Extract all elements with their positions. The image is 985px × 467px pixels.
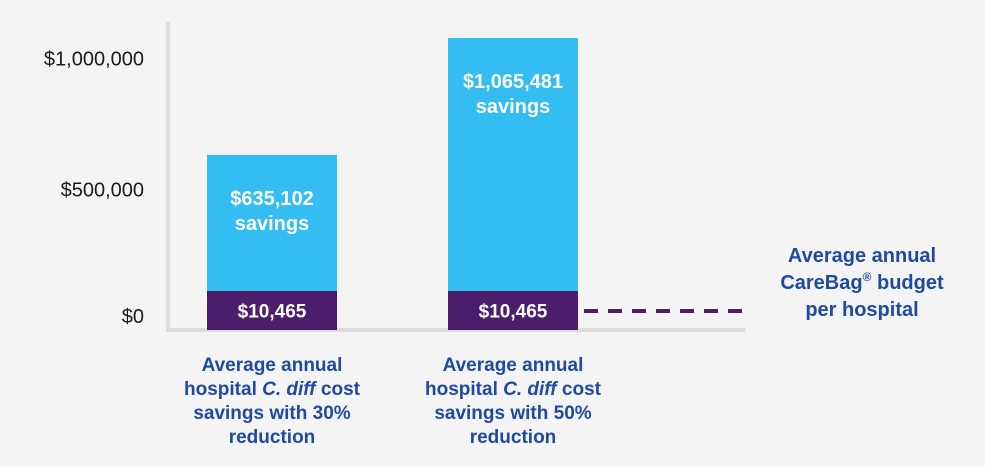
y-tick-label: $0 <box>122 306 144 328</box>
y-tick-label: $500,000 <box>61 179 144 201</box>
bar-segment <box>207 154 337 291</box>
category-label: savings with 30% <box>193 403 350 424</box>
category-label: Average annual <box>202 355 343 376</box>
bar-data-label: savings <box>476 96 550 118</box>
bar-data-label: savings <box>235 213 309 235</box>
bar-data-label: $1,065,481 <box>463 71 563 93</box>
budget-annotation: CareBag® budget <box>780 270 944 294</box>
bar-segment <box>448 291 578 330</box>
bar-data-label: $635,102 <box>230 188 313 210</box>
category-label: reduction <box>470 427 557 448</box>
category-label: savings with 50% <box>434 403 591 424</box>
category-label: hospital C. diff cost <box>184 379 361 400</box>
category-label: hospital C. diff cost <box>425 379 602 400</box>
bar-segment <box>207 291 337 330</box>
budget-annotation: Average annual <box>788 245 936 267</box>
budget-annotation: per hospital <box>805 299 918 321</box>
category-label: reduction <box>229 427 316 448</box>
category-label: Average annual <box>443 355 584 376</box>
bar-segment <box>448 38 578 291</box>
bar-data-label: $10,465 <box>238 302 307 323</box>
bar-data-label: $10,465 <box>479 302 548 323</box>
y-tick-label: $1,000,000 <box>44 49 144 71</box>
